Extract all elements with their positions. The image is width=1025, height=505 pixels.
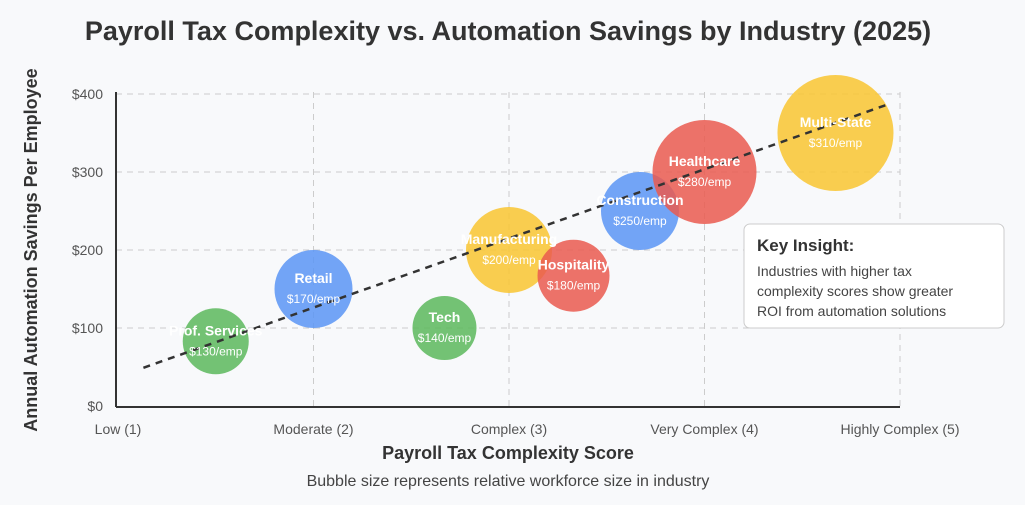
- x-axis-label: Payroll Tax Complexity Score: [382, 443, 634, 463]
- trend-line: [142, 103, 887, 369]
- bubble-labels: Prof. Services $130/emp Retail $170/emp Tech…: [169, 114, 871, 358]
- bubble[interactable]: [412, 296, 477, 360]
- bubble[interactable]: [652, 120, 757, 224]
- x-tick-label: Very Complex (4): [650, 421, 758, 437]
- bubble[interactable]: [182, 308, 249, 375]
- y-axis-label: Annual Automation Savings Per Employee: [21, 68, 41, 431]
- insight-line: ROI from automation solutions: [757, 303, 946, 319]
- insight-title: Key Insight:: [757, 236, 854, 255]
- bubble-name: Hospitality: [538, 257, 610, 273]
- bubble-value: $180/emp: [547, 279, 601, 293]
- key-insight-box: Key Insight: Industries with higher tax …: [743, 223, 1005, 329]
- bubble-value: $280/emp: [678, 175, 732, 189]
- y-tick-label: $400: [72, 86, 103, 102]
- chart-subtitle: Bubble size represents relative workforc…: [307, 473, 710, 490]
- bubble-value: $140/emp: [418, 331, 472, 345]
- insight-line: Industries with higher tax: [757, 263, 912, 279]
- x-tick-label: Highly Complex (5): [840, 421, 959, 437]
- bubble-value: $200/emp: [482, 253, 536, 267]
- bubble-name: Retail: [294, 270, 332, 286]
- y-tick-label: $100: [72, 320, 103, 336]
- chart-title: Payroll Tax Complexity vs. Automation Sa…: [85, 16, 931, 46]
- bubble[interactable]: [466, 207, 552, 293]
- x-tick-label: Low (1): [95, 421, 142, 437]
- insight-box-bg: [743, 223, 1005, 329]
- bubbles: [182, 75, 894, 375]
- bubble-name: Manufacturing: [461, 231, 557, 247]
- bubble-value: $170/emp: [287, 292, 341, 306]
- x-tick-label: Moderate (2): [273, 421, 353, 437]
- bubble[interactable]: [274, 250, 353, 328]
- bubble[interactable]: [777, 75, 894, 191]
- bubble-value: $310/emp: [809, 136, 863, 150]
- y-tick-label: $200: [72, 242, 103, 258]
- y-tick-label: $0: [87, 398, 103, 414]
- bubble-name: Healthcare: [669, 153, 741, 169]
- x-tick-label: Complex (3): [471, 421, 547, 437]
- bubble-name: Construction: [596, 192, 683, 208]
- bubble-value: $250/emp: [613, 214, 667, 228]
- bubble-name: Tech: [429, 309, 461, 325]
- bubble-name: Multi-State: [800, 114, 872, 130]
- bubble[interactable]: [537, 239, 610, 312]
- tick-labels: $0 $100 $200 $300 $400 Low (1) Moderate (2) Com…: [72, 86, 960, 437]
- bubble-value: $130/emp: [189, 344, 243, 358]
- y-tick-label: $300: [72, 164, 103, 180]
- insight-line: complexity scores show greater: [757, 283, 953, 299]
- bubble-name: Prof. Services: [169, 322, 263, 338]
